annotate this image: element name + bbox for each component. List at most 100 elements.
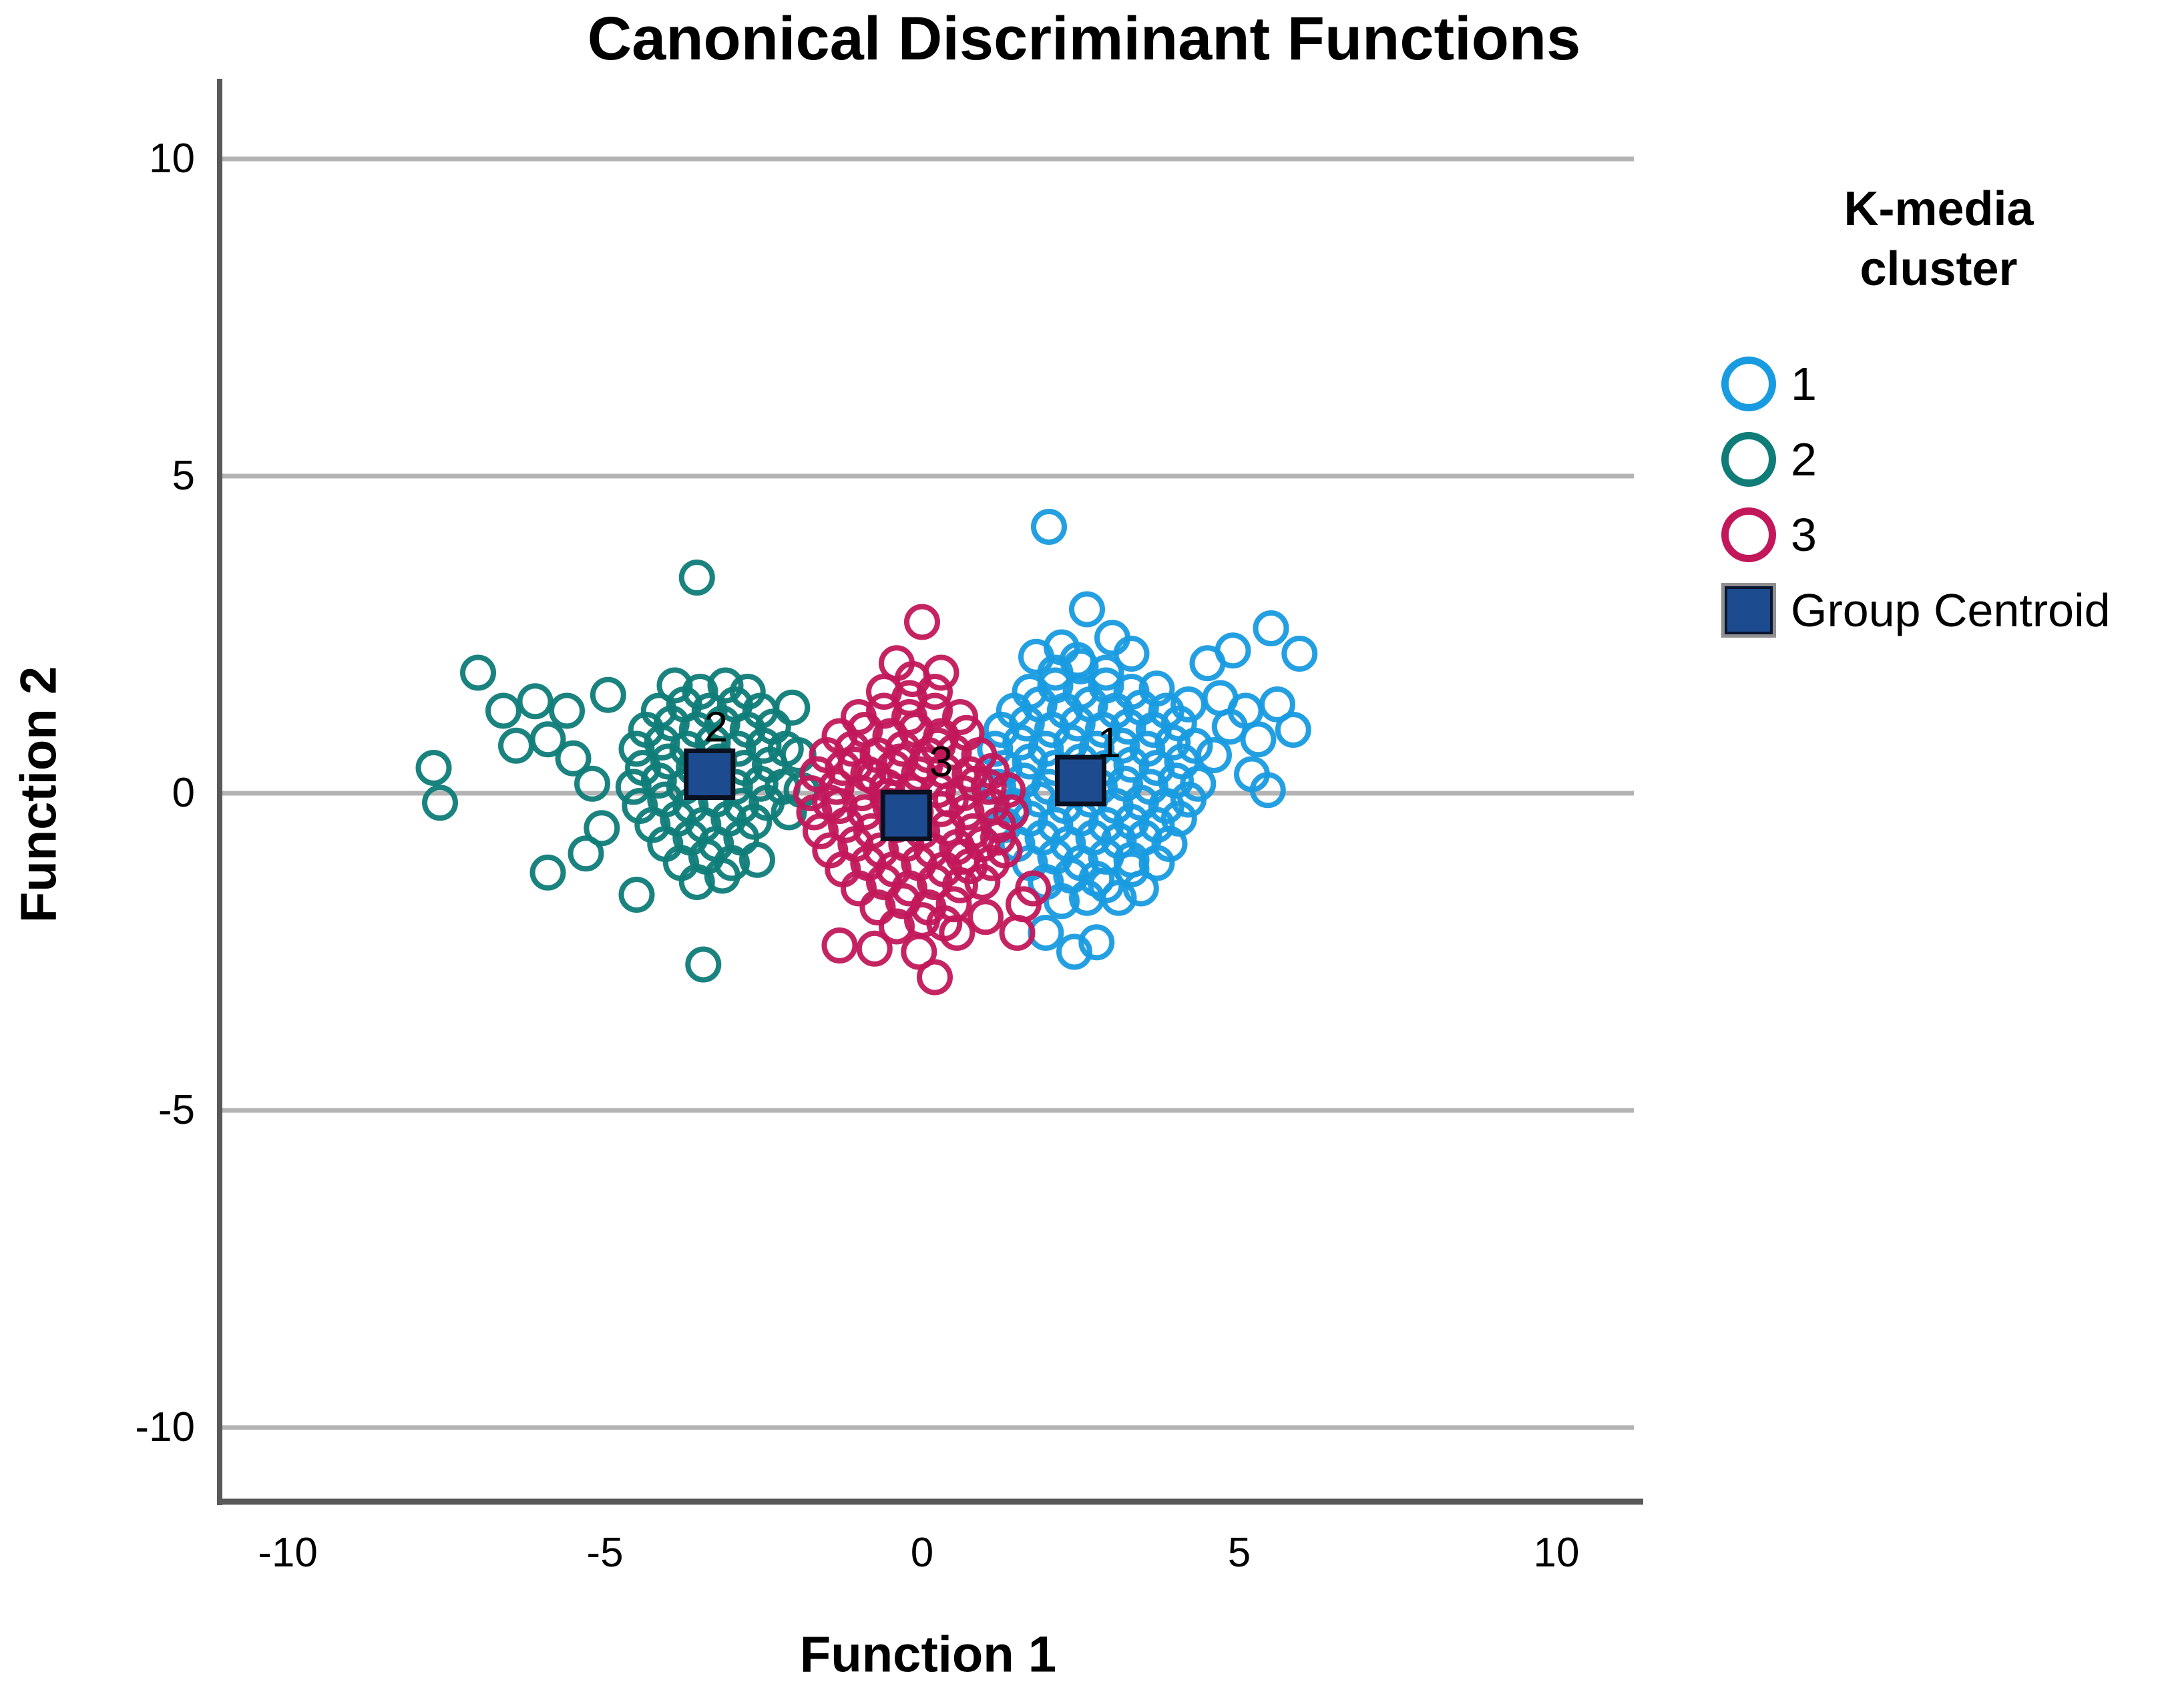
scatter-point-cluster-1 (1275, 712, 1311, 748)
scatter-point-cluster-1 (1113, 746, 1150, 783)
scatter-point-cluster-2 (656, 667, 693, 704)
scatter-point-cluster-3 (901, 933, 937, 970)
scatter-point-cluster-1 (1253, 610, 1289, 646)
scatter-point-cluster-2 (704, 705, 740, 742)
scatter-point-cluster-3 (964, 864, 1001, 900)
legend-title: K-media cluster (1709, 179, 2168, 299)
scatter-point-cluster-3 (917, 864, 953, 900)
scatter-point-cluster-2 (685, 946, 722, 983)
legend-item-cluster-1: 1 (1721, 346, 2111, 421)
cluster2-circle-icon (1721, 431, 1776, 487)
scatter-point-cluster-3 (821, 927, 858, 964)
scatter-point-cluster-2 (739, 841, 775, 878)
chart-title: Canonical Discriminant Functions (587, 5, 1581, 73)
legend-label-group-centroid: Group Centroid (1791, 584, 2111, 636)
scatter-point-cluster-3 (917, 692, 953, 729)
legend: K-media cluster 1 2 3 Group Centroid (1709, 179, 2168, 638)
y-tick-label--10: -10 (135, 1404, 195, 1450)
scatter-point-cluster-3 (917, 674, 953, 710)
scatter-point-cluster-3 (834, 730, 871, 767)
scatter-plot-area: 1 2 3 (217, 79, 1643, 1505)
legend-label-cluster-3: 3 (1791, 508, 1817, 561)
scatter-point-cluster-3 (967, 899, 1004, 935)
scatter-point-cluster-2 (574, 765, 610, 802)
scatter-point-cluster-3 (932, 781, 969, 818)
legend-label-cluster-1: 1 (1791, 357, 1817, 410)
centroid-label-1: 1 (1097, 718, 1121, 767)
scatter-point-cluster-1 (1069, 879, 1105, 916)
scatter-point-cluster-3 (866, 692, 902, 729)
legend-item-cluster-2: 2 (1721, 421, 2111, 497)
scatter-point-cluster-1 (1021, 781, 1058, 818)
legend-title-line2: cluster (1860, 242, 2018, 296)
legend-item-cluster-3: 3 (1721, 497, 2111, 572)
centroid-label-3: 3 (929, 738, 953, 786)
cluster1-circle-icon (1721, 356, 1776, 411)
y-tick-label-5: 5 (172, 453, 195, 499)
scatter-point-cluster-2 (555, 740, 592, 777)
scatter-point-cluster-1 (1170, 781, 1207, 818)
legend-title-line1: K-media (1844, 182, 2034, 236)
group-centroid-square-icon (1721, 582, 1776, 638)
scatter-point-cluster-1 (1113, 841, 1150, 878)
scatter-point-cluster-1 (1069, 591, 1105, 628)
legend-label-cluster-2: 2 (1791, 433, 1817, 485)
scatter-point-cluster-1 (1044, 883, 1080, 919)
y-tick-label--5: -5 (158, 1087, 195, 1133)
scatter-point-cluster-3 (957, 765, 994, 802)
y-tick-label-0: 0 (172, 770, 195, 816)
group-centroid-3 (880, 789, 932, 841)
scatter-point-cluster-2 (529, 854, 566, 891)
scatter-point-cluster-1 (1031, 509, 1067, 545)
scatter-point-cluster-1 (1078, 861, 1115, 897)
x-tick-label-0: 0 (910, 1530, 934, 1576)
scatter-point-cluster-3 (856, 759, 893, 796)
scatter-point-cluster-2 (742, 765, 779, 802)
scatter-point-cluster-3 (935, 886, 972, 923)
scatter-point-cluster-2 (549, 692, 585, 729)
scatter-point-cluster-2 (618, 730, 655, 767)
scatter-point-cluster-2 (498, 727, 534, 764)
x-axis-title: Function 1 (799, 1626, 1057, 1683)
scatter-point-cluster-1 (1056, 933, 1092, 970)
scatter-point-cluster-2 (568, 835, 604, 872)
legend-item-group-centroid: Group Centroid (1721, 572, 2111, 648)
scatter-point-cluster-3 (859, 889, 896, 925)
scatter-point-cluster-3 (923, 654, 959, 691)
scatter-point-cluster-1 (1002, 724, 1039, 761)
scatter-point-cluster-1 (1215, 632, 1251, 669)
scatter-point-cluster-3 (818, 769, 855, 805)
scatter-point-cluster-3 (945, 839, 982, 875)
scatter-point-cluster-2 (415, 750, 452, 786)
scatter-point-cluster-3 (904, 902, 940, 938)
scatter-point-cluster-1 (1151, 826, 1188, 862)
scatter-point-cluster-3 (980, 819, 1016, 856)
scatter-point-cluster-2 (678, 864, 715, 900)
scatter-point-cluster-1 (1170, 686, 1207, 722)
scatter-point-cluster-1 (977, 730, 1014, 767)
scatter-point-cluster-2 (590, 676, 626, 713)
scatter-point-cluster-2 (707, 667, 744, 704)
scatter-point-cluster-2 (774, 689, 811, 726)
scatter-point-cluster-3 (881, 743, 918, 780)
scatter-point-cluster-3 (919, 727, 956, 764)
scatter-point-cluster-3 (942, 699, 978, 735)
x-tick-label-10: 10 (1533, 1530, 1580, 1576)
scatter-point-cluster-1 (1240, 721, 1277, 758)
scatter-point-cluster-3 (917, 959, 953, 996)
scatter-point-cluster-1 (1154, 724, 1191, 761)
legend-items: 1 2 3 Group Centroid (1721, 346, 2111, 648)
group-centroid-2 (684, 749, 736, 800)
scatter-point-cluster-1 (1012, 743, 1048, 780)
scatter-point-cluster-2 (640, 763, 677, 799)
scatter-point-cluster-1 (1259, 686, 1295, 722)
scatter-point-cluster-3 (856, 930, 893, 967)
scatter-point-cluster-1 (1008, 705, 1045, 742)
scatter-point-cluster-1 (1211, 708, 1248, 745)
scatter-point-cluster-2 (678, 560, 715, 596)
scatter-point-cluster-1 (1196, 737, 1232, 773)
scatter-point-cluster-1 (1249, 772, 1286, 809)
scatter-point-cluster-1 (1110, 708, 1146, 745)
scatter-point-cluster-2 (517, 683, 554, 720)
